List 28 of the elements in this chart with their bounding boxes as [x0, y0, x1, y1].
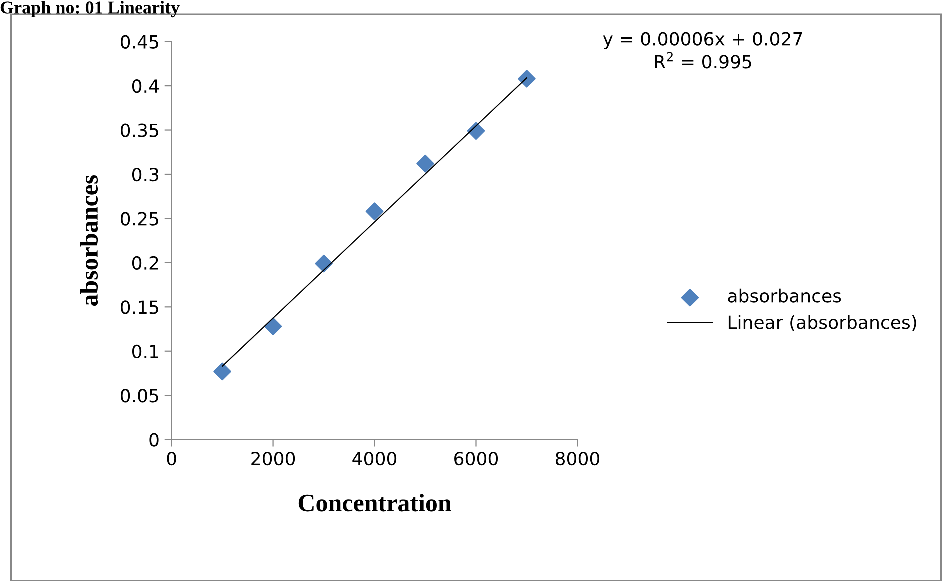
y-axis-title: absorbances — [80, 175, 98, 306]
y-tick-label: 0.1 — [132, 344, 158, 358]
point — [214, 362, 232, 381]
point — [315, 254, 333, 273]
point — [518, 70, 536, 88]
x-tick-label: 8000 — [556, 452, 600, 466]
x-tick-label: 0 — [167, 452, 176, 466]
chart-title: Graph no: 01 Linearity — [0, 1, 180, 18]
y-tick-label: 0.05 — [120, 389, 158, 403]
x-tick-label: 6000 — [454, 452, 498, 466]
legend-label: absorbances — [728, 288, 842, 303]
point — [416, 154, 434, 173]
x-tick-label: 4000 — [352, 452, 397, 466]
y-tick-label: 0.25 — [120, 212, 158, 226]
y-tick-label: 0 — [150, 433, 159, 447]
y-tick-label: 0.2 — [132, 256, 158, 270]
y-tick-label: 0.15 — [120, 300, 158, 314]
x-tick-label: 2000 — [252, 452, 296, 466]
y-tick-label: 0.45 — [120, 35, 158, 49]
legend-label: Linear (absorbances) — [728, 315, 916, 332]
text: y = 0.00006x + 0.027 R$^{2}$ = 0.995 — [603, 32, 802, 69]
x-axis-title: Concentration — [298, 494, 452, 512]
point — [366, 202, 384, 221]
y-tick-label: 0.3 — [132, 168, 159, 182]
y-tick-label: 0.4 — [132, 80, 159, 94]
y-tick-label: 0.35 — [120, 124, 158, 138]
point — [467, 122, 486, 140]
point — [264, 318, 282, 336]
